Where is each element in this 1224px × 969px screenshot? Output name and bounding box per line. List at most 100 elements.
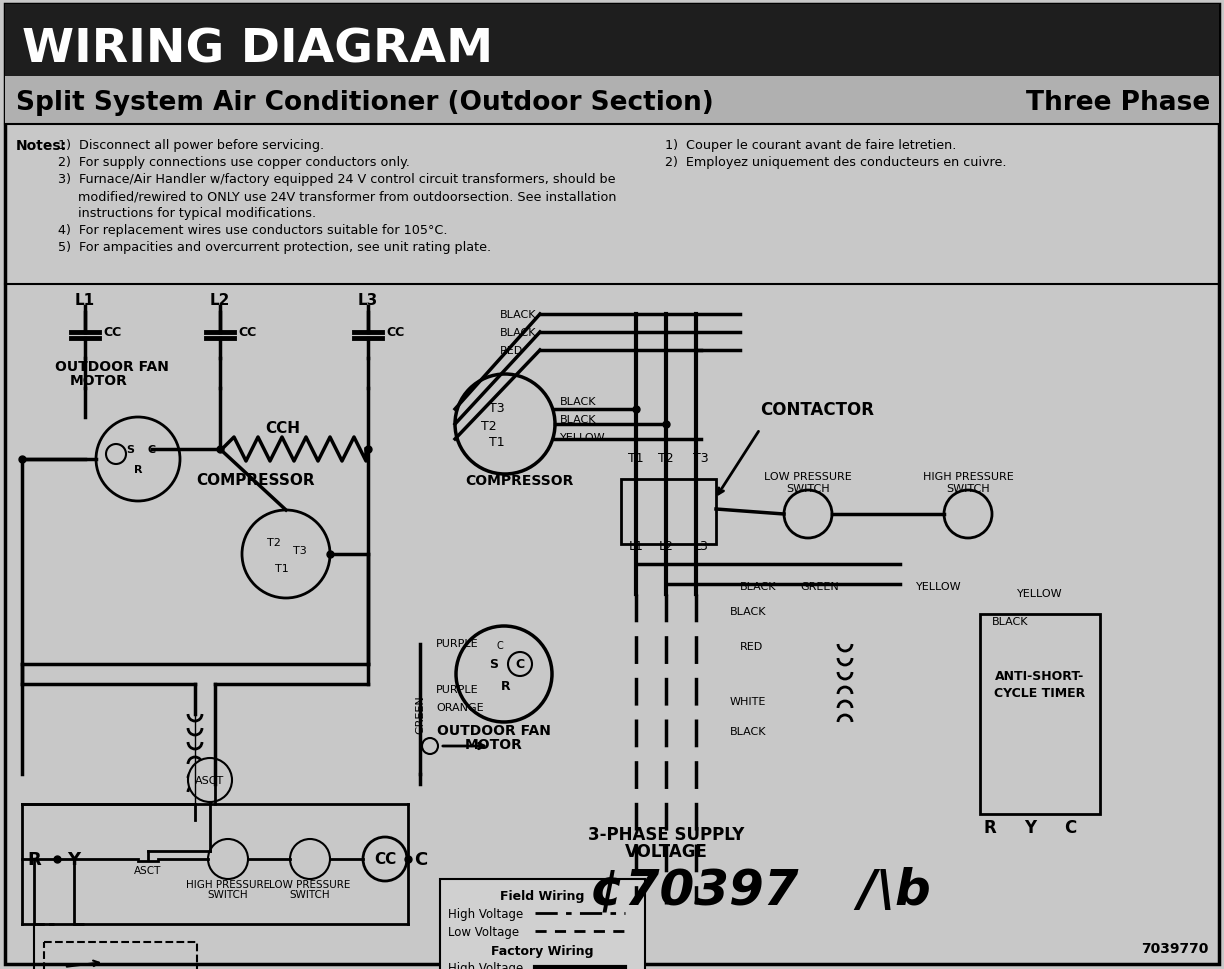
Text: SWITCH: SWITCH xyxy=(290,890,330,899)
Circle shape xyxy=(455,375,554,475)
Text: ANTI-SHORT-
CYCLE TIMER: ANTI-SHORT- CYCLE TIMER xyxy=(994,670,1086,700)
Text: 4)  For replacement wires use conductors suitable for 105°C.: 4) For replacement wires use conductors … xyxy=(58,224,448,236)
Text: COMPRESSOR: COMPRESSOR xyxy=(197,473,316,487)
Text: CC: CC xyxy=(373,852,397,866)
Text: YELLOW: YELLOW xyxy=(561,432,606,443)
Text: CC: CC xyxy=(103,326,121,338)
Text: RED: RED xyxy=(741,641,764,651)
Text: C: C xyxy=(515,658,525,671)
Text: ASCT: ASCT xyxy=(135,865,162,875)
Text: MOTOR: MOTOR xyxy=(465,737,523,751)
Text: L3: L3 xyxy=(694,540,709,552)
Text: T2: T2 xyxy=(481,421,497,433)
Text: Notes:: Notes: xyxy=(16,139,67,153)
Text: L2: L2 xyxy=(209,293,230,308)
Text: ¢70397      /\b: ¢70397 /\b xyxy=(590,866,930,914)
Circle shape xyxy=(422,738,438,754)
Bar xyxy=(44,942,197,969)
Text: LOW PRESSURE: LOW PRESSURE xyxy=(764,472,852,482)
Circle shape xyxy=(106,445,126,464)
Text: L3: L3 xyxy=(357,293,378,308)
Text: Low Voltage: Low Voltage xyxy=(448,925,519,938)
Circle shape xyxy=(242,511,330,599)
Text: Split System Air Conditioner (Outdoor Section): Split System Air Conditioner (Outdoor Se… xyxy=(16,90,714,116)
Text: CC: CC xyxy=(237,326,256,338)
Text: BLACK: BLACK xyxy=(730,607,766,616)
Text: Y: Y xyxy=(1024,818,1036,836)
Text: BLACK: BLACK xyxy=(741,581,776,591)
Circle shape xyxy=(208,839,248,879)
Text: T1: T1 xyxy=(628,452,644,464)
Circle shape xyxy=(457,626,552,722)
Text: VOLTAGE: VOLTAGE xyxy=(624,842,707,860)
Text: Y: Y xyxy=(67,850,81,868)
Text: 3-PHASE SUPPLY: 3-PHASE SUPPLY xyxy=(588,826,744,843)
Text: R: R xyxy=(984,818,996,836)
Text: SWITCH: SWITCH xyxy=(208,890,248,899)
Text: S: S xyxy=(126,445,133,454)
Text: BLACK: BLACK xyxy=(561,415,596,424)
Text: OUTDOOR FAN: OUTDOOR FAN xyxy=(437,723,551,737)
Text: High Voltage: High Voltage xyxy=(448,907,523,920)
Text: HIGH PRESSURE: HIGH PRESSURE xyxy=(186,879,271,890)
Bar xyxy=(439,879,645,969)
Text: MOTOR: MOTOR xyxy=(70,374,127,388)
Text: ORANGE: ORANGE xyxy=(436,703,483,712)
Text: Three Phase: Three Phase xyxy=(1026,90,1211,116)
Text: 7039770: 7039770 xyxy=(1141,941,1208,955)
Text: instructions for typical modifications.: instructions for typical modifications. xyxy=(58,206,316,220)
Text: C: C xyxy=(497,641,503,650)
Text: Factory Wiring: Factory Wiring xyxy=(491,944,594,957)
Text: SWITCH: SWITCH xyxy=(946,484,990,493)
Text: CONTACTOR: CONTACTOR xyxy=(760,400,874,419)
Text: T2: T2 xyxy=(659,452,674,464)
Text: C: C xyxy=(148,445,157,454)
Text: R: R xyxy=(27,850,40,868)
Text: PURPLE: PURPLE xyxy=(436,684,479,694)
Text: BLACK: BLACK xyxy=(561,396,596,407)
Bar xyxy=(980,614,1100,814)
Circle shape xyxy=(364,837,408,881)
Text: S: S xyxy=(490,658,498,671)
Circle shape xyxy=(944,490,991,539)
Text: GREEN: GREEN xyxy=(415,695,425,734)
Text: R: R xyxy=(133,464,142,475)
Text: T1: T1 xyxy=(490,436,504,449)
Text: OUTDOOR FAN: OUTDOOR FAN xyxy=(55,359,169,374)
Text: LOW PRESSURE: LOW PRESSURE xyxy=(269,879,351,890)
Text: T3: T3 xyxy=(490,402,504,415)
Text: T3: T3 xyxy=(693,452,709,464)
Bar xyxy=(5,5,1219,77)
Text: T3: T3 xyxy=(293,546,307,555)
Text: R: R xyxy=(501,680,510,693)
Text: High Voltage: High Voltage xyxy=(448,961,523,969)
Text: BLACK: BLACK xyxy=(499,328,536,337)
Text: COMPRESSOR: COMPRESSOR xyxy=(465,474,573,487)
Text: BLACK: BLACK xyxy=(499,310,536,320)
Text: CCH: CCH xyxy=(266,421,301,435)
Text: YELLOW: YELLOW xyxy=(916,581,962,591)
Text: PURPLE: PURPLE xyxy=(436,639,479,648)
Text: L1: L1 xyxy=(629,540,644,552)
Circle shape xyxy=(785,490,832,539)
Text: L2: L2 xyxy=(659,540,673,552)
Text: 5)  For ampacities and overcurrent protection, see unit rating plate.: 5) For ampacities and overcurrent protec… xyxy=(58,240,491,254)
Bar xyxy=(621,480,716,545)
Text: BLACK: BLACK xyxy=(730,726,766,736)
Circle shape xyxy=(290,839,330,879)
Text: RED: RED xyxy=(499,346,523,356)
Text: 2)  For supply connections use copper conductors only.: 2) For supply connections use copper con… xyxy=(58,156,410,169)
Text: C: C xyxy=(1064,818,1076,836)
Text: GREEN: GREEN xyxy=(800,581,838,591)
Text: 3)  Furnace/Air Handler w/factory equipped 24 V control circuit transformers, sh: 3) Furnace/Air Handler w/factory equippe… xyxy=(58,172,616,186)
Text: CC: CC xyxy=(386,326,404,338)
Bar xyxy=(5,77,1219,125)
Text: T2: T2 xyxy=(267,538,282,547)
Text: Field Wiring: Field Wiring xyxy=(499,890,584,902)
Text: modified/rewired to ONLY use 24V transformer from outdoorsection. See installati: modified/rewired to ONLY use 24V transfo… xyxy=(58,190,617,203)
Text: 1)  Disconnect all power before servicing.: 1) Disconnect all power before servicing… xyxy=(58,139,324,152)
Text: T1: T1 xyxy=(275,563,289,574)
Text: WHITE: WHITE xyxy=(730,697,766,706)
Text: YELLOW: YELLOW xyxy=(1017,588,1062,599)
Text: SWITCH: SWITCH xyxy=(786,484,830,493)
